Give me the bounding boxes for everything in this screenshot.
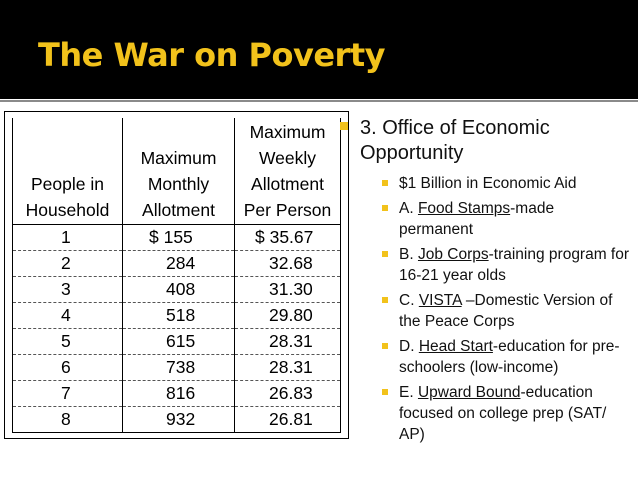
head-start-link[interactable]: Head Start xyxy=(418,338,493,355)
job-corps-link[interactable]: Job Corps xyxy=(417,246,489,263)
item-prefix: D. xyxy=(399,338,419,355)
table-row: 7 816 26.83 xyxy=(12,380,341,407)
cell-weekly: $ 35.67 xyxy=(234,224,341,251)
item-suffix: -training program for 16-21 year olds xyxy=(399,246,630,284)
table-row: 4 518 29.80 xyxy=(12,302,341,329)
square-bullet-icon xyxy=(340,122,348,130)
item-prefix: B. xyxy=(399,246,418,263)
list-item: $1 Billion in Economic Aid xyxy=(360,173,630,194)
header-weekly-line: Weekly xyxy=(258,147,317,168)
square-bullet-icon xyxy=(382,251,388,257)
item-suffix: -education for pre-schoolers (low-income… xyxy=(399,338,620,376)
header-weekly-line: Per Person xyxy=(243,199,332,220)
item-suffix: –Domestic Version of the Peace Corps xyxy=(399,292,613,330)
food-stamps-link[interactable]: Food Stamps xyxy=(417,200,511,217)
header-monthly-line: Monthly xyxy=(147,173,210,194)
cell-people: 7 xyxy=(12,380,123,407)
cell-monthly: 408 xyxy=(122,276,235,303)
cell-weekly: 26.83 xyxy=(234,380,341,407)
list-item: B. Job Corps-training program for 16-21 … xyxy=(360,244,630,286)
list-item: D. Head Start-education for pre-schooler… xyxy=(360,336,630,378)
header-monthly: Maximum Monthly Allotment xyxy=(122,118,235,225)
cell-people: 8 xyxy=(12,406,123,433)
bullet-content: 3. Office of Economic Opportunity $1 Bil… xyxy=(340,116,630,449)
item-text: $1 Billion in Economic Aid xyxy=(399,175,577,192)
cell-weekly: 26.81 xyxy=(234,406,341,433)
table-row: 5 615 28.31 xyxy=(12,328,341,355)
vista-link[interactable]: VISTA xyxy=(418,292,462,309)
square-bullet-icon xyxy=(382,389,388,395)
table-row: 2 284 32.68 xyxy=(12,250,341,277)
table-row: 8 932 26.81 xyxy=(12,406,341,433)
cell-weekly: 31.30 xyxy=(234,276,341,303)
cell-people: 3 xyxy=(12,276,123,303)
cell-people: 2 xyxy=(12,250,123,277)
header-weekly: Maximum Weekly Allotment Per Person xyxy=(234,118,341,225)
header-monthly-line: Allotment xyxy=(142,199,215,220)
item-suffix: -education focused on college prep (SAT/… xyxy=(399,384,607,443)
item-suffix: -made permanent xyxy=(399,200,555,238)
food-stamp-allotment-table: People in Household Maximum Monthly Allo… xyxy=(12,118,341,433)
cell-monthly: 615 xyxy=(122,328,235,355)
main-bullet: 3. Office of Economic Opportunity $1 Bil… xyxy=(340,116,630,445)
cell-people: 1 xyxy=(12,224,123,251)
square-bullet-icon xyxy=(382,180,388,186)
header-monthly-line: Maximum xyxy=(140,147,217,168)
cell-people: 6 xyxy=(12,354,123,381)
table-row: 1 $ 155 $ 35.67 xyxy=(12,224,341,251)
list-item: C. VISTA –Domestic Version of the Peace … xyxy=(360,290,630,332)
header-people-line: People in xyxy=(31,173,104,194)
header-weekly-line: Maximum xyxy=(249,121,326,142)
title-divider xyxy=(0,100,638,102)
cell-monthly: $ 155 xyxy=(122,224,235,251)
cell-monthly: 816 xyxy=(122,380,235,407)
upward-bound-link[interactable]: Upward Bound xyxy=(417,384,521,401)
item-prefix: E. xyxy=(399,384,418,401)
list-item: E. Upward Bound-education focused on col… xyxy=(360,382,630,445)
item-prefix: C. xyxy=(399,292,419,309)
cell-weekly: 32.68 xyxy=(234,250,341,277)
header-weekly-line: Allotment xyxy=(251,173,324,194)
cell-weekly: 29.80 xyxy=(234,302,341,329)
square-bullet-icon xyxy=(382,297,388,303)
slide-title: The War on Poverty xyxy=(38,36,385,74)
table-header-row: People in Household Maximum Monthly Allo… xyxy=(12,118,341,225)
cell-monthly: 284 xyxy=(122,250,235,277)
table-row: 3 408 31.30 xyxy=(12,276,341,303)
header-people: People in Household xyxy=(12,118,123,225)
square-bullet-icon xyxy=(382,205,388,211)
main-bullet-text: 3. Office of Economic Opportunity xyxy=(360,117,550,164)
list-item: A. Food Stamps-made permanent xyxy=(360,198,630,240)
cell-weekly: 28.31 xyxy=(234,328,341,355)
table-row: 6 738 28.31 xyxy=(12,354,341,381)
square-bullet-icon xyxy=(382,343,388,349)
cell-people: 4 xyxy=(12,302,123,329)
item-prefix: A. xyxy=(399,200,418,217)
cell-people: 5 xyxy=(12,328,123,355)
cell-weekly: 28.31 xyxy=(234,354,341,381)
sub-bullet-list: $1 Billion in Economic Aid A. Food Stamp… xyxy=(360,173,630,445)
cell-monthly: 738 xyxy=(122,354,235,381)
title-bar xyxy=(0,0,638,99)
cell-monthly: 932 xyxy=(122,406,235,433)
header-people-line: Household xyxy=(25,199,110,220)
cell-monthly: 518 xyxy=(122,302,235,329)
